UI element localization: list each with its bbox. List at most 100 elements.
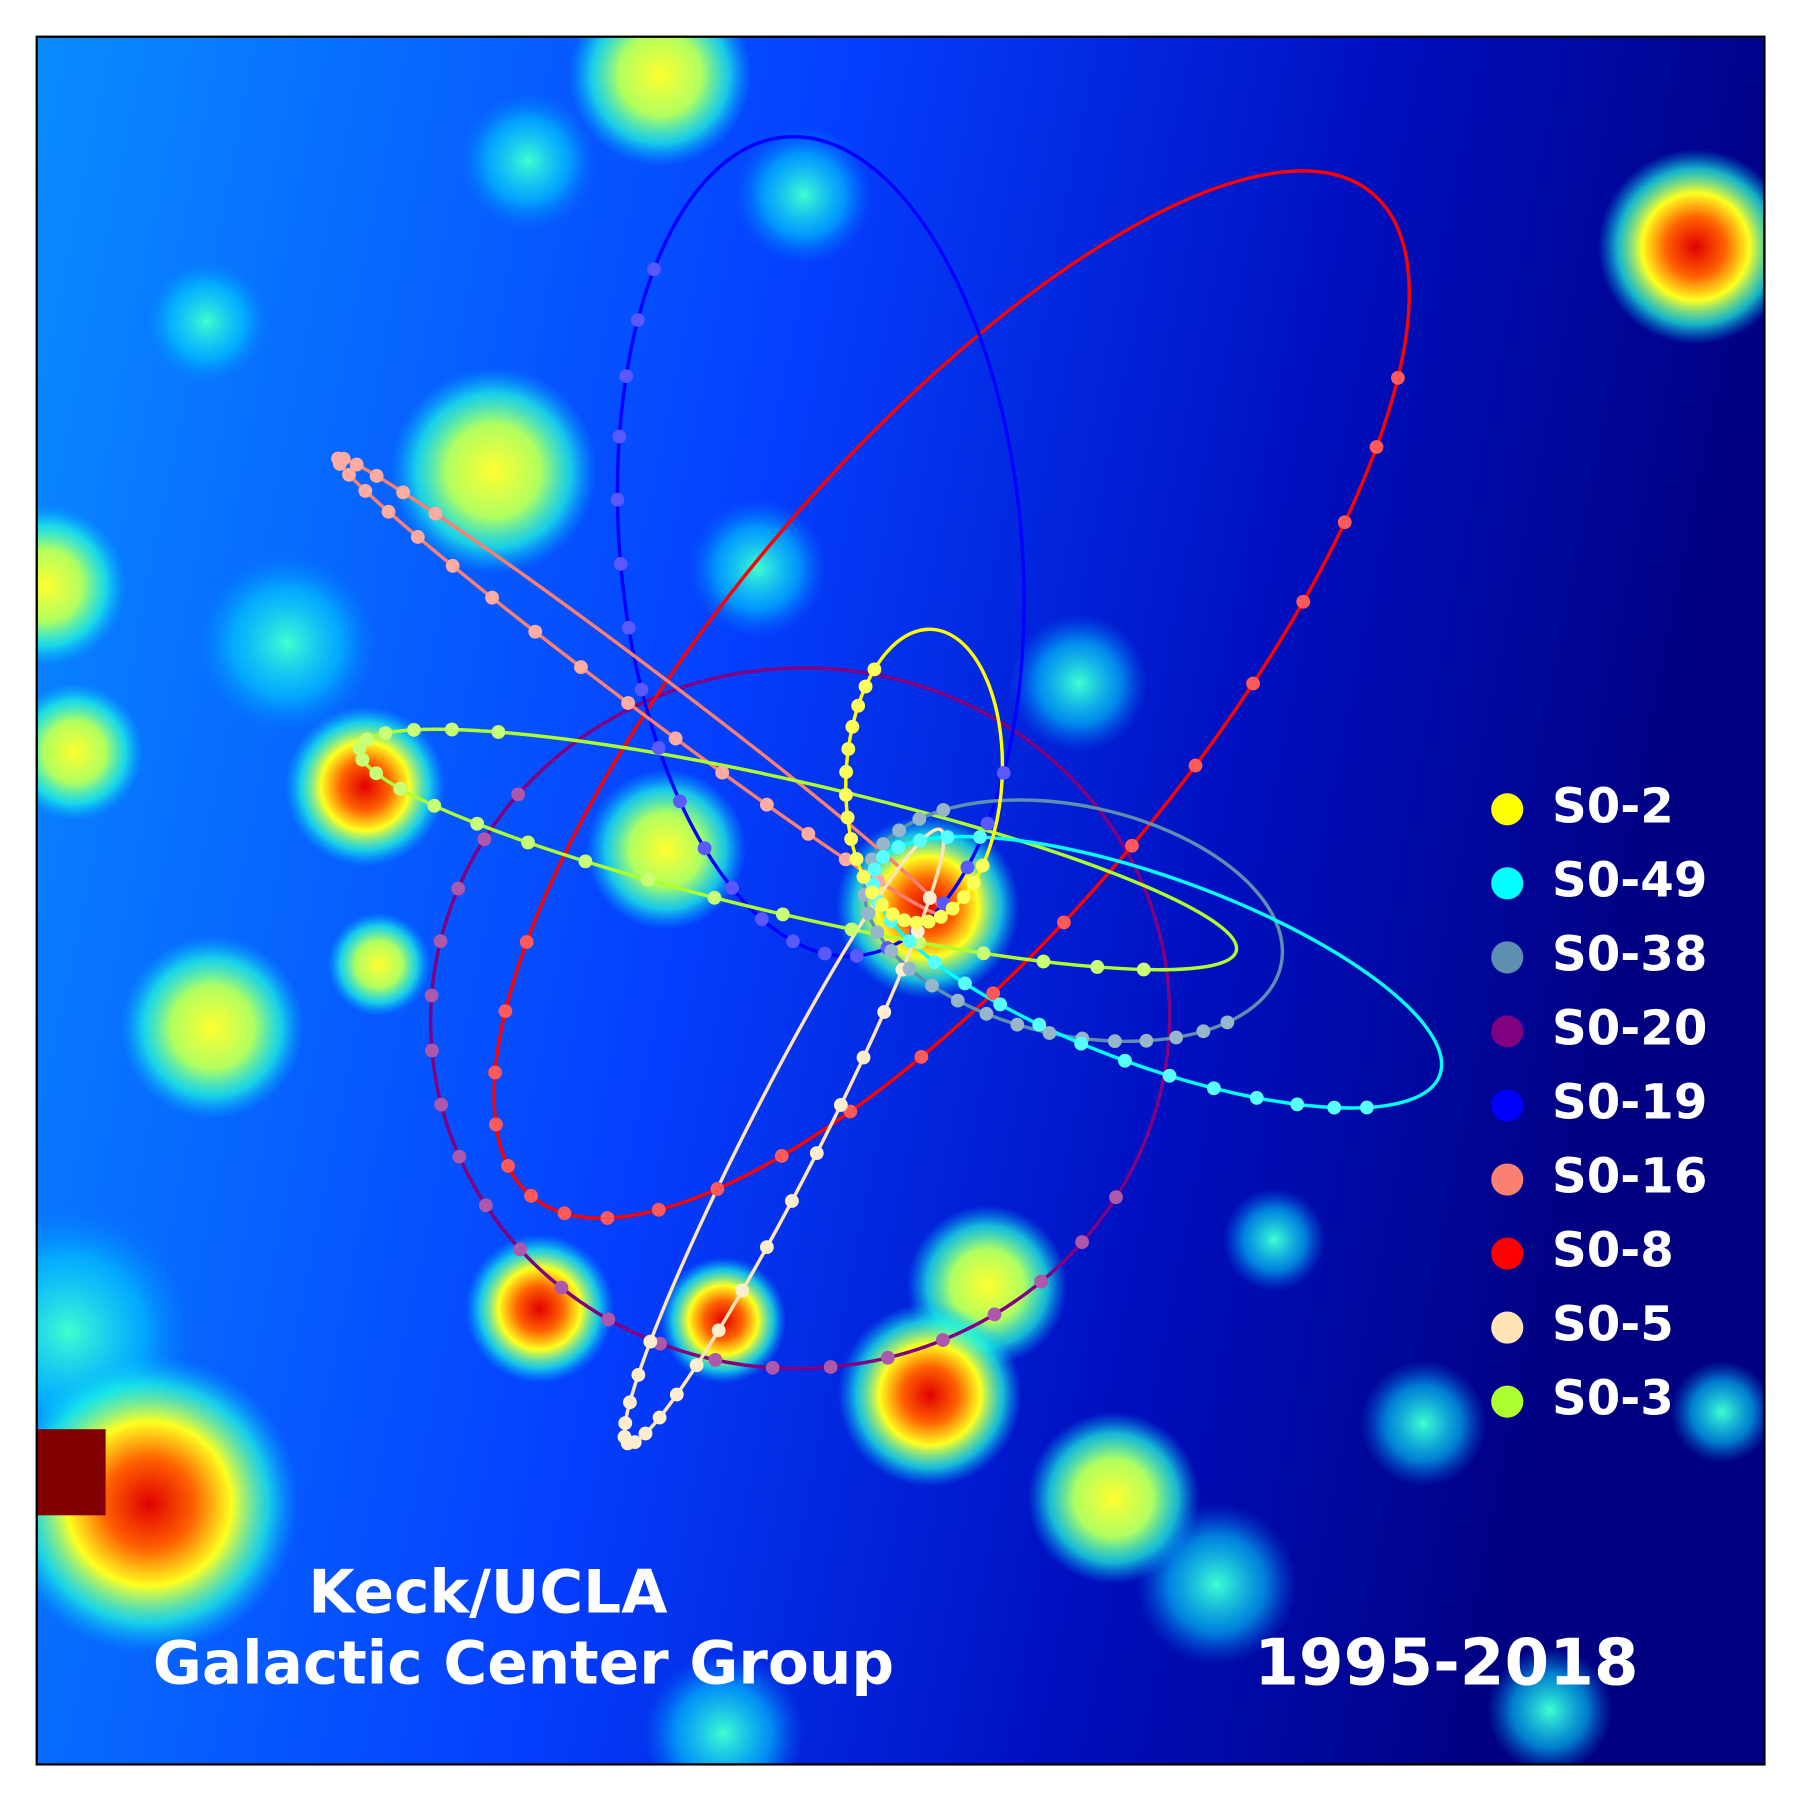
orbit-point-highlight (425, 1043, 439, 1058)
orbit-point (381, 504, 396, 519)
orbit-point-highlight (925, 978, 939, 993)
orbit-point (936, 1333, 950, 1347)
orbit-point-highlight (902, 934, 917, 948)
orbit-point-highlight (1036, 954, 1051, 969)
orbit-point-highlight (641, 873, 655, 887)
orbit-point (956, 890, 971, 905)
orbit-point (909, 915, 924, 930)
orbit-point-highlight (840, 810, 855, 825)
heat-blob (195, 551, 379, 735)
orbit-point-highlight (647, 262, 661, 277)
legend-marker (1491, 941, 1524, 974)
legend-label: S0-38 (1552, 926, 1707, 982)
orbit-point (973, 830, 987, 844)
orbit-point-highlight (600, 1211, 615, 1225)
orbit-point-highlight (1296, 594, 1311, 609)
orbit-point-highlight (960, 860, 975, 875)
heat-blob (464, 1234, 615, 1384)
orbit-point (360, 732, 374, 747)
orbit-point-highlight (1125, 838, 1139, 853)
orbit-point (891, 840, 906, 855)
heat-blob (459, 91, 597, 230)
orbit-point-highlight (909, 915, 924, 930)
orbit-point-highlight (775, 907, 790, 922)
orbit-point (623, 1395, 637, 1410)
orbit-point (922, 891, 937, 905)
orbit-point (452, 1149, 467, 1164)
orbit-point (638, 1426, 653, 1441)
orbit-point (870, 925, 885, 940)
orbit-point (711, 1323, 726, 1338)
orbit-point-highlight (892, 823, 906, 838)
orbit-point (851, 698, 866, 713)
orbit-point (715, 765, 730, 780)
orbit-point (936, 803, 951, 817)
orbit-point-highlight (1327, 1100, 1342, 1115)
orbit-point-highlight (884, 944, 899, 958)
orbit-point-highlight (528, 624, 543, 639)
heat-blob (734, 126, 873, 265)
orbit-point (877, 1005, 892, 1019)
orbit-point (342, 467, 356, 482)
orbit-point (393, 781, 408, 796)
orbit-point-highlight (352, 741, 367, 756)
orbit-point-highlight (451, 881, 466, 896)
orbit-point (425, 1043, 439, 1058)
orbit-point (838, 852, 853, 867)
orbit-point (489, 1117, 503, 1132)
orbit-point-highlight (557, 1206, 572, 1221)
orbit-point (874, 898, 889, 912)
orbit-point-highlight (914, 1049, 929, 1064)
orbit-point-highlight (342, 467, 356, 482)
orbit-point-highlight (1220, 1015, 1235, 1030)
orbit-point (619, 369, 634, 384)
orbit-point-highlight (424, 988, 439, 1003)
legend-label: S0-16 (1552, 1149, 1707, 1205)
orbit-point-highlight (1139, 1033, 1154, 1048)
orbit-point (849, 948, 864, 963)
orbit-point-highlight (601, 1312, 616, 1327)
orbit-point-highlight (612, 429, 627, 444)
orbit-point (892, 823, 906, 838)
orbit-point-highlight (936, 1333, 950, 1347)
orbit-point (521, 835, 535, 850)
orbit-point (668, 731, 683, 746)
orbit-point-highlight (839, 788, 853, 802)
legend-marker (1491, 1163, 1524, 1196)
orbit-point (844, 922, 859, 937)
orbit-point-highlight (902, 961, 917, 976)
orbit-point-highlight (513, 1242, 528, 1257)
orbit-point (786, 934, 800, 949)
orbit-point (1032, 1017, 1047, 1032)
legend: S0-2 S0-49 S0-38 S0-20 S0-19 S0-16 S0-8 S0-5 S0-… (1491, 778, 1707, 1427)
orbit-point-highlight (874, 898, 889, 912)
orbit-point (689, 1358, 704, 1373)
legend-marker (1491, 1385, 1524, 1418)
orbit-point-highlight (634, 682, 649, 697)
orbit-point (1042, 1026, 1057, 1040)
orbit-point (1034, 1274, 1049, 1289)
orbit-point-highlight (1249, 1090, 1264, 1105)
orbit-point (867, 662, 882, 677)
legend-label: S0-3 (1552, 1371, 1674, 1427)
orbit-point-highlight (427, 798, 442, 813)
saturated-pixel (36, 1429, 106, 1516)
orbit-point-highlight (844, 922, 859, 937)
orbit-point-highlight (349, 457, 364, 472)
orbit-point (1296, 594, 1311, 609)
orbit-point (710, 1182, 725, 1196)
orbit-point-highlight (445, 558, 460, 573)
orbit-point-highlight (452, 1149, 467, 1164)
orbit-point (845, 719, 860, 734)
orbit-point (775, 907, 790, 922)
orbit-point-highlight (669, 1387, 684, 1402)
orbit-point (1391, 371, 1405, 385)
orbit-point-highlight (617, 1430, 632, 1444)
orbit-point-highlight (697, 841, 712, 856)
orbit-point (1337, 515, 1352, 530)
credit-line: Galactic Center Group (153, 1629, 894, 1698)
orbit-point (902, 961, 917, 976)
orbit-point (841, 742, 856, 756)
orbit-point (858, 679, 873, 694)
orbit-point-highlight (613, 557, 628, 571)
